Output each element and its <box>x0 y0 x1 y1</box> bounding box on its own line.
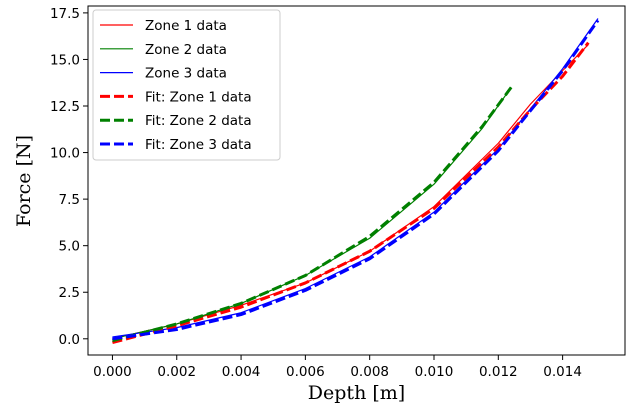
y-tick-label: 15.0 <box>50 52 80 68</box>
legend-label: Fit: Zone 1 data <box>145 89 252 105</box>
series-line <box>112 41 590 344</box>
x-tick-label: 0.000 <box>93 364 132 380</box>
legend-label: Fit: Zone 2 data <box>145 113 252 129</box>
y-tick-label: 0.0 <box>59 332 80 348</box>
x-axis-title: Depth [m] <box>308 382 405 404</box>
legend-label: Zone 3 data <box>145 66 227 82</box>
y-tick-label: 12.5 <box>50 99 80 115</box>
x-tick-label: 0.004 <box>222 364 261 380</box>
plot-lines <box>112 18 600 344</box>
y-tick-label: 10.0 <box>50 146 80 162</box>
y-tick-label: 2.5 <box>59 285 80 301</box>
x-tick-label: 0.010 <box>415 364 454 380</box>
x-tick-label: 0.006 <box>286 364 325 380</box>
y-axis-title: Force [N] <box>13 135 35 227</box>
x-tick-label: 0.008 <box>350 364 389 380</box>
legend-label: Zone 1 data <box>145 18 227 34</box>
x-tick-label: 0.014 <box>543 364 582 380</box>
legend: Zone 1 data Zone 2 data Zone 3 data Fit: Zo… <box>92 9 281 161</box>
y-tick-label: 5.0 <box>59 239 80 255</box>
series-line <box>112 86 513 343</box>
y-axis: 0.0 2.5 5.0 7.5 10.0 12.5 15.0 17.5 <box>50 6 88 348</box>
x-axis: 0.000 0.002 0.004 0.006 0.008 0.010 0.012 0.014 <box>93 355 582 380</box>
legend-label: Fit: Zone 3 data <box>145 137 252 153</box>
series-line <box>112 19 600 341</box>
y-tick-label: 17.5 <box>50 6 80 22</box>
x-tick-label: 0.012 <box>479 364 518 380</box>
plot-frame <box>87 5 626 356</box>
legend-label: Zone 2 data <box>145 42 227 58</box>
y-tick-label: 7.5 <box>59 192 80 208</box>
x-tick-label: 0.002 <box>157 364 196 380</box>
legend-box <box>92 9 281 161</box>
